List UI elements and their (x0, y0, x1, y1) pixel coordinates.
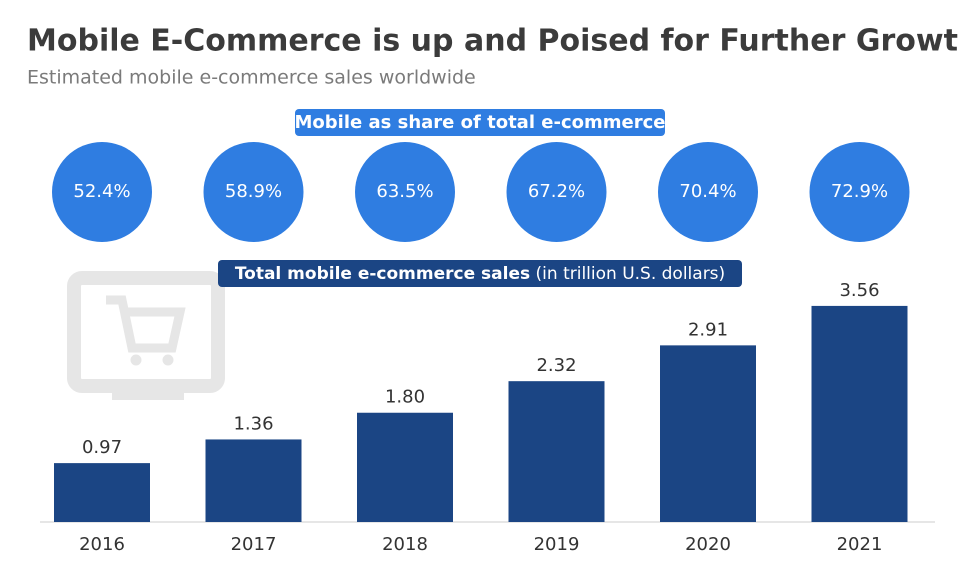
share-value-label: 67.2% (528, 181, 585, 202)
x-tick-label: 2019 (534, 534, 580, 555)
share-circle (52, 142, 152, 242)
value-label: 0.97 (82, 437, 122, 458)
value-label: 2.32 (536, 355, 576, 376)
value-label: 1.36 (233, 413, 273, 434)
share-label: Mobile as share of total e-commerce (295, 112, 666, 133)
share-badge (295, 109, 665, 136)
bar (660, 345, 756, 522)
x-tick-label: 2016 (79, 534, 125, 555)
share-value-label: 72.9% (831, 181, 888, 202)
share-circle (506, 142, 607, 242)
monitor-cart-icon (67, 271, 225, 400)
x-tick-label: 2017 (231, 534, 277, 555)
share-circle (809, 142, 910, 242)
share-value-label: 52.4% (73, 181, 130, 202)
share-circle (203, 142, 304, 242)
x-tick-label: 2021 (837, 534, 883, 555)
sales-label-unit: (in trillion U.S. dollars) (536, 264, 726, 284)
sales-label-title: Total mobile e-commerce sales (235, 264, 530, 284)
x-tick-label: 2020 (685, 534, 731, 555)
sales-label: Total mobile e-commerce sales (in trilli… (235, 264, 725, 284)
bar (811, 305, 908, 522)
sales-badge (218, 260, 742, 287)
bar (54, 463, 150, 522)
share-value-label: 70.4% (679, 181, 736, 202)
bar (205, 439, 302, 522)
share-circle (355, 142, 455, 242)
chart-subtitle: Estimated mobile e-commerce sales worldw… (27, 67, 476, 89)
share-circle (658, 142, 758, 242)
value-label: 3.56 (839, 280, 879, 301)
x-tick-label: 2018 (382, 534, 428, 555)
chart-title: Mobile E-Commerce is up and Poised for F… (27, 24, 960, 59)
value-label: 1.80 (385, 387, 425, 408)
value-label: 2.91 (688, 319, 728, 340)
bar (357, 412, 453, 522)
share-value-label: 58.9% (225, 181, 282, 202)
bar (508, 381, 605, 522)
share-value-label: 63.5% (376, 181, 433, 202)
